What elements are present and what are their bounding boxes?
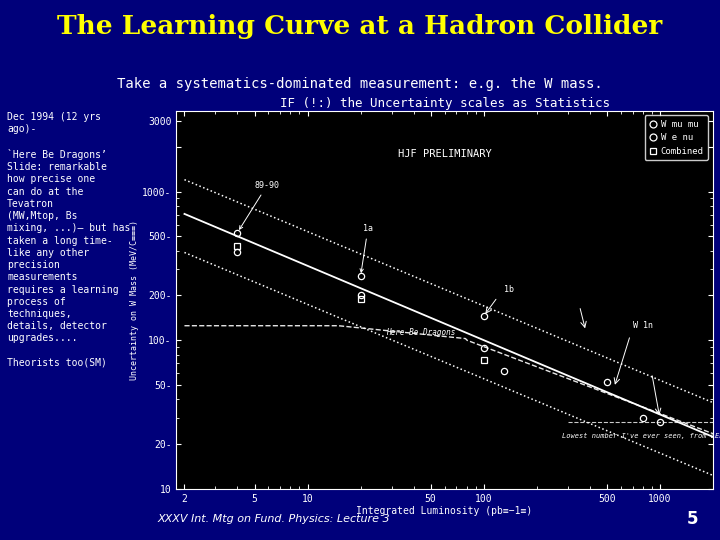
Text: 1a: 1a — [360, 225, 373, 272]
Y-axis label: Uncertainty on W Mass (MeV/C≡≡≡): Uncertainty on W Mass (MeV/C≡≡≡) — [130, 220, 140, 380]
Text: Dec 1994 (12 yrs
ago)-

`Here Be Dragons’
Slide: remarkable
how precise one
can : Dec 1994 (12 yrs ago)- `Here Be Dragons’… — [7, 112, 130, 368]
Text: Here Be Dragons: Here Be Dragons — [387, 328, 456, 337]
Text: The Learning Curve at a Hadron Collider: The Learning Curve at a Hadron Collider — [58, 14, 662, 39]
Text: W 1n: W 1n — [632, 321, 652, 330]
Legend: W mu mu, W e nu, Combined: W mu mu, W e nu, Combined — [644, 115, 708, 160]
Text: 5: 5 — [687, 510, 698, 528]
Text: Take a systematics-dominated measurement: e.g. the W mass.: Take a systematics-dominated measurement… — [117, 77, 603, 91]
Text: HJF PRELIMINARY: HJF PRELIMINARY — [397, 148, 492, 159]
X-axis label: Integrated Luminosity (pb≡−1≡): Integrated Luminosity (pb≡−1≡) — [356, 507, 533, 516]
Text: XXXV Int. Mtg on Fund. Physics: Lecture 3: XXXV Int. Mtg on Fund. Physics: Lecture … — [157, 514, 390, 524]
Title: IF (!:) the Uncertainty scales as Statistics: IF (!:) the Uncertainty scales as Statis… — [279, 97, 610, 110]
Text: 1b: 1b — [504, 285, 514, 294]
Text: 89-90: 89-90 — [240, 181, 279, 230]
Text: Lowest number I've ever seen, from LEP: Lowest number I've ever seen, from LEP — [562, 433, 720, 439]
